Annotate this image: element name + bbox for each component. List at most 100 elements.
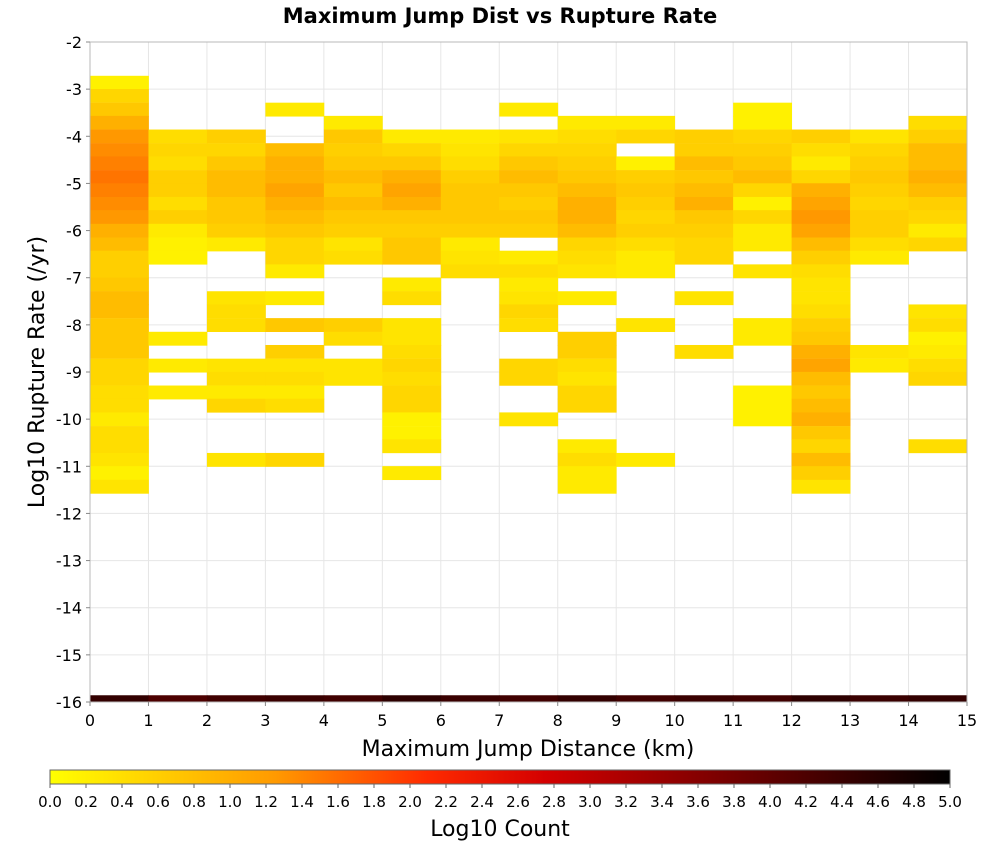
colorbar-label: Log10 Count (430, 817, 570, 842)
x-tick-label: 11 (723, 711, 743, 730)
heatmap-cell (265, 344, 325, 359)
heatmap-cell (206, 196, 266, 211)
heatmap-cell (90, 452, 149, 467)
heatmap-cell (733, 385, 792, 400)
heatmap-cell (90, 304, 149, 319)
heatmap-cell (90, 210, 149, 225)
heatmap-cell (206, 143, 266, 158)
heatmap-cell (733, 398, 792, 413)
heatmap-cell (90, 331, 149, 346)
heatmap-cell (791, 695, 851, 703)
heatmap-cell (323, 250, 383, 265)
colorbar-tick-label: 1.0 (218, 793, 242, 811)
heatmap-cell (616, 210, 676, 225)
heatmap-cell (206, 183, 266, 198)
heatmap-cell (206, 129, 266, 144)
heatmap-cell (148, 183, 208, 198)
heatmap-cell (265, 183, 325, 198)
heatmap-cell (908, 170, 968, 184)
heatmap-cell (616, 250, 676, 265)
heatmap-cell (265, 264, 325, 279)
heatmap-cell (850, 344, 909, 359)
heatmap-cell (440, 129, 500, 144)
heatmap-cell (791, 385, 851, 400)
heatmap-cell (206, 304, 266, 319)
colorbar-tick-label: 4.2 (794, 793, 818, 811)
heatmap-cell (674, 210, 734, 225)
heatmap-cell (323, 223, 383, 238)
heatmap-cell (382, 466, 442, 481)
heatmap-cell (382, 439, 442, 454)
heatmap-cell (90, 358, 149, 373)
heatmap-cell (440, 695, 500, 703)
heatmap-cell (90, 439, 149, 454)
heatmap-cell (265, 143, 325, 158)
heatmap-cell (90, 466, 149, 481)
y-tick-label: -15 (56, 646, 82, 665)
heatmap-cell (382, 385, 442, 400)
x-tick-label: 12 (781, 711, 801, 730)
heatmap-cell (499, 264, 559, 279)
heatmap-cell (557, 291, 617, 306)
heatmap-cell (674, 183, 734, 198)
x-tick-label: 4 (319, 711, 329, 730)
colorbar-tick-label: 3.0 (578, 793, 602, 811)
heatmap-cell (440, 264, 500, 279)
x-tick-label: 6 (436, 711, 446, 730)
heatmap-cell (90, 412, 149, 427)
heatmap-cell (557, 385, 617, 400)
heatmap-cell (265, 102, 325, 117)
heatmap-cell (791, 358, 851, 373)
heatmap-cell (733, 695, 792, 703)
colorbar-tick-label: 3.2 (614, 793, 638, 811)
heatmap-cell (265, 237, 325, 252)
heatmap-cell (382, 223, 442, 238)
heatmap-cell (382, 344, 442, 359)
heatmap-cell (382, 695, 442, 703)
heatmap-cell (733, 115, 792, 130)
heatmap-cell (674, 291, 734, 306)
heatmap-cell (616, 237, 676, 252)
heatmap-cell (791, 426, 851, 440)
y-axis-label: Log10 Rupture Rate (/yr) (25, 236, 50, 508)
heatmap-cell (148, 695, 208, 703)
colorbar-tick-label: 0.2 (74, 793, 98, 811)
colorbar-tick-label: 2.2 (434, 793, 458, 811)
heatmap-cell (90, 102, 149, 117)
heatmap-cell (323, 331, 383, 346)
heatmap-cell (265, 385, 325, 400)
y-tick-label: -4 (66, 127, 82, 146)
heatmap-cell (382, 318, 442, 332)
heatmap-cell (323, 371, 383, 386)
heatmap-cell (733, 129, 792, 144)
heatmap-cell (674, 143, 734, 158)
colorbar-tick-label: 2.0 (398, 793, 422, 811)
heatmap-cell (616, 170, 676, 184)
heatmap-cell (850, 156, 909, 171)
heatmap-cell (850, 143, 909, 158)
heatmap-cell (440, 183, 500, 198)
colorbar-tick-label: 2.4 (470, 793, 494, 811)
heatmap-cell (791, 304, 851, 319)
heatmap-cell (791, 412, 851, 427)
colorbar-tick-label: 4.6 (866, 793, 890, 811)
heatmap-cell (791, 277, 851, 292)
heatmap-cell (323, 115, 383, 130)
heatmap-cell (440, 156, 500, 171)
heatmap-cell (382, 291, 442, 306)
heatmap-cell (733, 170, 792, 184)
heatmap-cell (616, 695, 676, 703)
heatmap-cell (850, 129, 909, 144)
heatmap-cell (206, 385, 266, 400)
heatmap-cell (908, 358, 968, 373)
heatmap-cell (499, 277, 559, 292)
heatmap-cell (733, 210, 792, 225)
heatmap-cell (616, 452, 676, 467)
x-tick-label: 3 (260, 711, 270, 730)
heatmap-cell (791, 452, 851, 467)
heatmap-cell (499, 223, 559, 238)
x-tick-label: 7 (494, 711, 504, 730)
heatmap-cell (557, 344, 617, 359)
heatmap-cell (90, 398, 149, 413)
heatmap-cell (499, 102, 559, 117)
